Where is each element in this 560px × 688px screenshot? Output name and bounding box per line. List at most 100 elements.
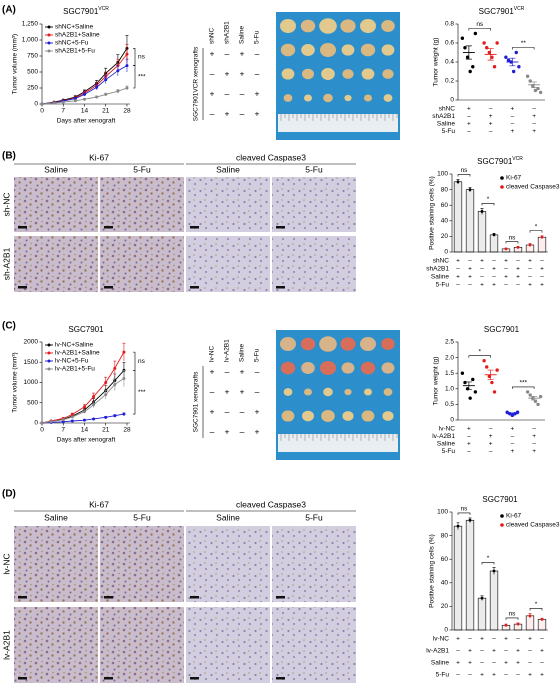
bar [537, 619, 547, 631]
row-label: sh-A2B1 [1, 247, 11, 280]
row-sign: + [510, 448, 514, 455]
chart-title: SGC7901 [482, 495, 518, 504]
point [82, 92, 86, 96]
y-tick-label: 40 [441, 218, 449, 225]
point [61, 418, 65, 422]
point [468, 69, 472, 74]
bar-top-dot [528, 614, 532, 618]
row-label: sh-NC [1, 192, 11, 216]
tumor [304, 388, 312, 396]
bar-top-dot [480, 210, 484, 213]
row-sign: + [504, 660, 508, 667]
row-sign: – [516, 636, 520, 643]
row-sign: – [504, 266, 508, 273]
point [533, 88, 538, 93]
tumor [341, 44, 355, 56]
sign: – [255, 68, 260, 78]
sign: + [210, 88, 215, 98]
sign: + [225, 386, 230, 396]
sig-label: * [478, 348, 481, 355]
point [70, 415, 74, 419]
point [92, 395, 96, 399]
legend-label: cleaved Caspase3 [506, 184, 560, 191]
bar-top-dot [516, 622, 520, 626]
point [515, 410, 520, 414]
condition-label: 5-Fu [133, 164, 151, 174]
x-tick-label: 7 [61, 427, 65, 434]
title-text: SGC7901 [477, 157, 513, 166]
sig-label: ns [476, 21, 484, 28]
sign: – [255, 366, 260, 376]
bar-top-dot [456, 180, 460, 184]
y-tick-label: 0.8 [445, 21, 454, 28]
point [528, 79, 532, 83]
sem-bar [531, 395, 538, 401]
row-sign: + [489, 441, 493, 448]
point [533, 399, 538, 403]
row-label: Saline [431, 274, 449, 281]
bar [477, 597, 487, 631]
micrograph [14, 236, 98, 292]
y-tick-label: 0.6 [445, 40, 454, 47]
y-tick-label: 20 [441, 233, 449, 240]
point [92, 417, 96, 421]
bar-top-dot [516, 245, 520, 249]
row-caption: SGC7901 xenografts [193, 371, 200, 432]
bar [489, 570, 499, 631]
row-sign: + [540, 266, 544, 273]
row-sign: + [456, 636, 460, 643]
legend-marker [47, 41, 51, 45]
micrograph [14, 526, 98, 602]
row-sign: + [468, 266, 472, 273]
column-label: Saline [239, 26, 246, 44]
point [463, 46, 467, 50]
x-tick-label: 21 [102, 427, 110, 434]
y-tick-label: 2.0 [445, 354, 454, 361]
row-sign: + [528, 282, 532, 289]
y-tick-label: 60 [441, 202, 449, 209]
sign: – [240, 426, 245, 436]
tumor [281, 68, 295, 80]
point [113, 366, 117, 370]
x-tick-label: 14 [81, 108, 89, 115]
chart-title: SGC7901VCR [63, 6, 109, 16]
title-superscript: VCR [98, 6, 109, 12]
point [492, 65, 497, 69]
sig-label: ns [138, 54, 146, 61]
point [61, 100, 65, 104]
point [104, 415, 108, 419]
scale-bar [276, 226, 285, 229]
bar [465, 189, 475, 253]
point [495, 368, 499, 372]
row-sign: – [468, 258, 472, 265]
sig-bracket [512, 386, 535, 389]
row-label: lv-NC [439, 426, 456, 433]
point [52, 101, 56, 105]
tumor [280, 19, 296, 33]
row-sign: – [504, 282, 508, 289]
series-line [41, 53, 128, 105]
series-line [41, 370, 125, 424]
title-text: SGC7901 [484, 325, 520, 334]
tumor [320, 43, 336, 57]
row-sign: + [480, 258, 484, 265]
row-sign: + [532, 113, 536, 120]
tumor [342, 411, 354, 421]
column-label: Saline [239, 344, 246, 362]
x-tick-label: 21 [102, 108, 110, 115]
row-sign: – [504, 672, 508, 679]
tumor [381, 44, 395, 56]
ruler [278, 434, 398, 452]
bar-top-dot [492, 233, 496, 237]
bar-top-dot [468, 188, 472, 192]
row-sign: – [528, 266, 532, 273]
legend-marker [47, 33, 51, 37]
sig-label: *** [138, 389, 146, 396]
tumor [301, 44, 315, 56]
bar-top-dot [540, 617, 544, 621]
row-sign: + [467, 441, 471, 448]
row-sign: – [468, 636, 472, 643]
point [482, 359, 486, 363]
row-sign: – [489, 448, 493, 455]
point [82, 97, 86, 101]
